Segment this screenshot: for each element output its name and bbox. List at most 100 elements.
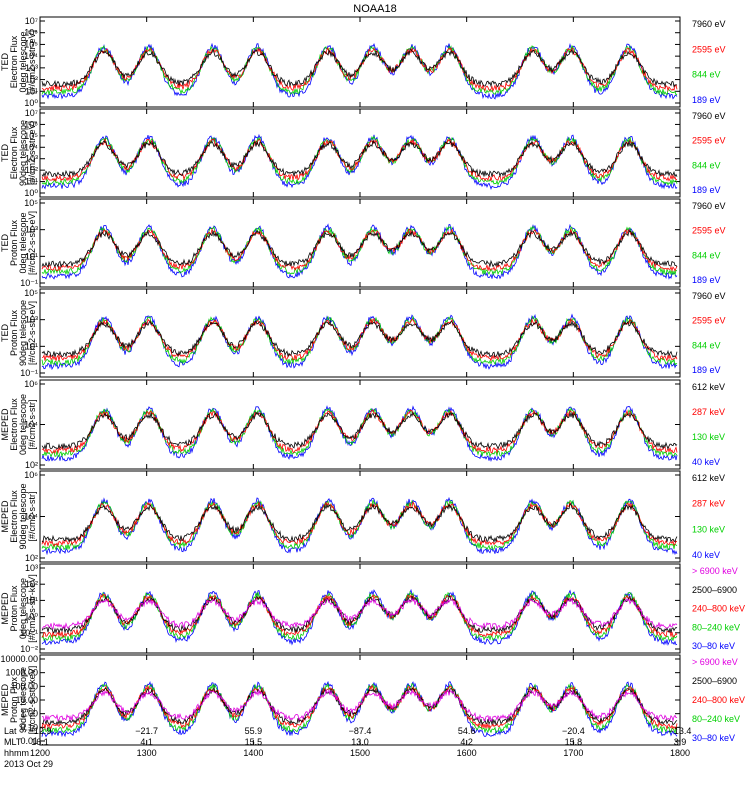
y-tick-label: 10.00 (15, 695, 38, 705)
footer-cell: 1800 (670, 748, 690, 758)
y-tick-label: 10⁰ (24, 612, 38, 622)
footer-cell: 55.9 (245, 726, 263, 736)
legend-entry: 80–240 keV (692, 714, 740, 724)
legend-entry: 7960 eV (692, 201, 726, 211)
y-axis-label: MEPEDElectron Flux0deg telescope[#/cm2-s… (0, 394, 37, 455)
y-tick-label: 10⁷ (25, 16, 38, 26)
y-tick-label: 10⁵ (24, 288, 38, 298)
legend-entry: > 6900 keV (692, 657, 738, 667)
y-axis-label-line: Electron Flux (9, 35, 19, 88)
y-axis-label-line: 0deg telescope (18, 212, 28, 273)
legend-entry: 844 eV (692, 340, 721, 350)
y-tick-label: 10¹ (25, 177, 38, 187)
footer-cell: 15.8 (565, 737, 583, 747)
legend-entry: 2595 eV (692, 44, 726, 54)
y-tick-label: 10³ (25, 154, 38, 164)
legend-entry: 189 eV (692, 275, 721, 285)
series-trace (41, 496, 678, 556)
footer-cell: 1500 (350, 748, 370, 758)
y-tick-label: 0.01 (20, 736, 38, 746)
y-axis-label-line: TED (0, 233, 10, 252)
y-tick-label: 10⁻¹ (20, 628, 38, 638)
orbit-footer: LatMLThhmm−12.916.11200−21.74.1130055.91… (4, 726, 691, 769)
y-tick-label: 10⁻¹ (20, 278, 38, 288)
y-axis-label-line: 0deg telescope (18, 578, 28, 639)
series-trace (41, 319, 678, 359)
y-tick-label: 10³ (25, 563, 38, 573)
footer-cell: −21.7 (135, 726, 158, 736)
footer-cell: 3.9 (674, 737, 687, 747)
footer-cell: 13.0 (351, 737, 369, 747)
y-tick-label: 10¹ (25, 86, 38, 96)
y-tick-label: 10³ (25, 315, 38, 325)
y-axis-label-line: MEPED (0, 500, 10, 533)
plot-frame (39, 108, 681, 198)
y-tick-label: 10² (25, 553, 38, 563)
y-tick-label: 10⁰ (24, 98, 38, 108)
y-tick-label: 10⁴ (24, 142, 38, 152)
footer-cell: −12.9 (29, 726, 52, 736)
y-axis-label-line: MEPED (0, 684, 10, 717)
panel-3: 10⁻¹ 10¹ 10³ 10⁵ TEDProton Flux0deg telescop… (0, 198, 726, 288)
series-trace (41, 686, 678, 726)
series-trace (41, 411, 678, 450)
legend-entry: 130 keV (692, 524, 725, 534)
panel-6: 10² 10⁴ 10⁶ MEPEDElectron Flux90deg telesco… (0, 470, 725, 563)
y-axis-label-line: [#/cm2-s-str] (27, 399, 37, 449)
y-tick-label: 10² (25, 75, 38, 85)
series-trace (41, 597, 678, 631)
series-trace (41, 139, 678, 178)
panel-4: 10⁻¹ 10¹ 10³ 10⁵ TEDProton Flux90deg telesco… (0, 288, 726, 378)
legend-entry: > 6900 keV (692, 566, 738, 576)
y-tick-label: 10² (25, 165, 38, 175)
y-axis-label: TEDProton Flux0deg telescope[#/cm2-s-str… (0, 211, 37, 275)
y-axis-label-line: [#/cm2-s-str-eV] (27, 121, 37, 185)
y-axis-label-line: 90deg telescope (18, 483, 28, 549)
y-tick-label: 10⁵ (24, 39, 38, 49)
legend-entry: 612 keV (692, 473, 725, 483)
chart-title: NOAA18 (353, 3, 396, 15)
series-trace (41, 405, 678, 462)
footer-row-label: MLT (4, 737, 22, 747)
legend-entry: 612 keV (692, 382, 725, 392)
y-axis-label-line: 90deg telescope (18, 120, 28, 186)
y-tick-label: 10³ (25, 63, 38, 73)
y-tick-label: 10⁶ (24, 28, 38, 38)
y-tick-label: 10⁷ (25, 108, 38, 118)
legend-entry: 287 keV (692, 407, 725, 417)
y-tick-label: 10¹ (25, 595, 38, 605)
y-axis-label-line: 90deg telescope (18, 667, 28, 733)
y-axis-label: MEPEDProton Flux90deg telescope[#/cm2-s-… (0, 666, 37, 735)
y-tick-label: 10² (25, 460, 38, 470)
series-trace (41, 499, 678, 552)
series-trace (41, 229, 678, 269)
y-axis-label-line: 90deg telescope (18, 300, 28, 366)
legend-entry: 240–800 keV (692, 695, 745, 705)
footer-row-label: hhmm (4, 748, 29, 758)
footer-cell: 1700 (563, 748, 583, 758)
series-trace (41, 503, 678, 544)
legend-entry: 2595 eV (692, 136, 726, 146)
y-tick-label: 1.00 (20, 709, 38, 719)
y-axis-label: MEPEDElectron Flux90deg telescope[#/cm2-… (0, 483, 37, 549)
y-axis-label-line: Proton Flux (9, 309, 19, 356)
y-tick-label: 10000.00 (0, 654, 38, 664)
y-axis-label-line: Proton Flux (9, 219, 19, 266)
y-axis-label-line: [#/cm2-s-str-eV] (27, 301, 37, 365)
footer-cell: 1300 (137, 748, 157, 758)
series-trace (41, 595, 678, 635)
y-axis-label-line: Electron Flux (9, 126, 19, 179)
y-axis-label-line: [#/cm2-s-str-keV] (27, 666, 37, 735)
legend-entry: 7960 eV (692, 19, 726, 29)
series-trace (41, 317, 678, 362)
y-axis-label-line: [#/cm2-s-str-keV] (27, 574, 37, 643)
legend-entry: 844 eV (692, 250, 721, 260)
y-axis-label: MEPEDProton Flux0deg telescope[#/cm2-s-s… (0, 574, 37, 643)
footer-cell: 1600 (457, 748, 477, 758)
y-axis-label-line: TED (0, 52, 10, 71)
y-axis-label-line: [#/cm2-s-str-eV] (27, 30, 37, 94)
y-tick-label: 10⁻¹ (20, 368, 38, 378)
legend-entry: 130 keV (692, 432, 725, 442)
footer-cell: 16.1 (31, 737, 49, 747)
plot-frame (39, 16, 681, 108)
